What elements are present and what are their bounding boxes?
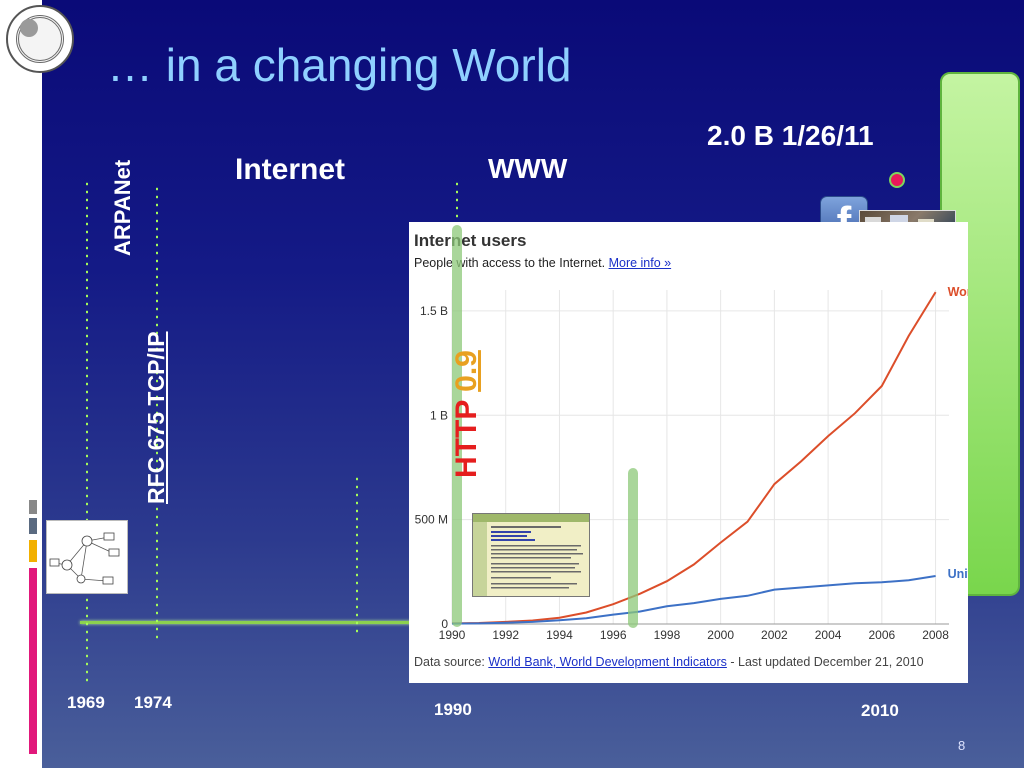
- y-tick-label: 500 M: [415, 513, 448, 527]
- x-tick-label: 2000: [707, 628, 734, 642]
- http-version-number: 0.9: [450, 350, 483, 392]
- x-tick-label: 1992: [492, 628, 519, 642]
- y-tick-label: 1 B: [430, 408, 448, 422]
- year-1990-label: 1990: [434, 700, 472, 719]
- http-label: HTTP: [450, 400, 483, 478]
- y-tick-label: 0: [441, 617, 448, 631]
- pink-stripe: [29, 568, 37, 754]
- source-suffix: - Last updated December 21, 2010: [726, 655, 924, 669]
- slate-stripe: [29, 518, 37, 534]
- gray-stripe: [29, 500, 37, 514]
- rfc-tcpip-label: RFC 675 TCP/IP: [143, 331, 169, 504]
- timeline-marker-internet: [356, 475, 358, 635]
- year-1969-label: 1969: [67, 693, 105, 712]
- gold-stripe: [29, 540, 37, 562]
- series-label-united-states: United States: [948, 567, 968, 581]
- chart-plot-area: 0 500 M 1 B 1.5 B 1990 1992 1994 1996 1998 2000 20…: [415, 285, 968, 642]
- chart-data-source: Data source: World Bank, World Developme…: [414, 655, 924, 669]
- x-tick-label: 1994: [546, 628, 573, 642]
- source-prefix: Data source:: [414, 655, 489, 669]
- x-tick-label: 2008: [922, 628, 949, 642]
- timeline-marker-www: [456, 180, 458, 225]
- year-2010-label: 2010: [861, 701, 899, 720]
- university-seal-icon: [6, 5, 74, 73]
- arpanet-label: ARPANet: [110, 159, 135, 256]
- facebook-users-label: 2.0 B 1/26/11: [707, 120, 874, 151]
- y-tick-label: 1.5 B: [420, 304, 448, 318]
- http-version-label: HTTP 0.9: [450, 350, 484, 478]
- x-tick-label: 2006: [868, 628, 895, 642]
- slide-title: … in a changing World: [107, 39, 572, 91]
- series-line-world: [451, 291, 937, 625]
- x-tick-label: 1990: [439, 628, 466, 642]
- more-info-link[interactable]: More info »: [608, 256, 672, 270]
- www-1990-marker: [452, 225, 462, 627]
- 1998-marker: [628, 468, 638, 628]
- x-tick-label: 2002: [761, 628, 788, 642]
- highlight-dot: [889, 172, 905, 188]
- year-1974-label: 1974: [134, 693, 172, 712]
- www-label: WWW: [488, 153, 568, 184]
- page-number: 8: [958, 738, 966, 753]
- network-diagram-icon: [46, 520, 128, 594]
- timeline-marker-1969: [86, 180, 88, 685]
- chart-title: Internet users: [414, 231, 527, 250]
- internet-users-chart: Internet users People with access to the…: [409, 222, 968, 683]
- x-tick-label: 1998: [654, 628, 681, 642]
- internet-label: Internet: [235, 153, 346, 186]
- series-line-united-states: [451, 575, 936, 625]
- world-bank-link[interactable]: World Bank, World Development Indicators: [488, 655, 727, 669]
- series-label-world: World: [948, 285, 968, 299]
- timeline-marker-1974: [156, 185, 158, 640]
- web-page-screenshot-icon: [472, 513, 590, 597]
- x-tick-label: 2004: [815, 628, 842, 642]
- x-tick-label: 1996: [600, 628, 627, 642]
- decorative-vertical-bars: [20, 76, 40, 118]
